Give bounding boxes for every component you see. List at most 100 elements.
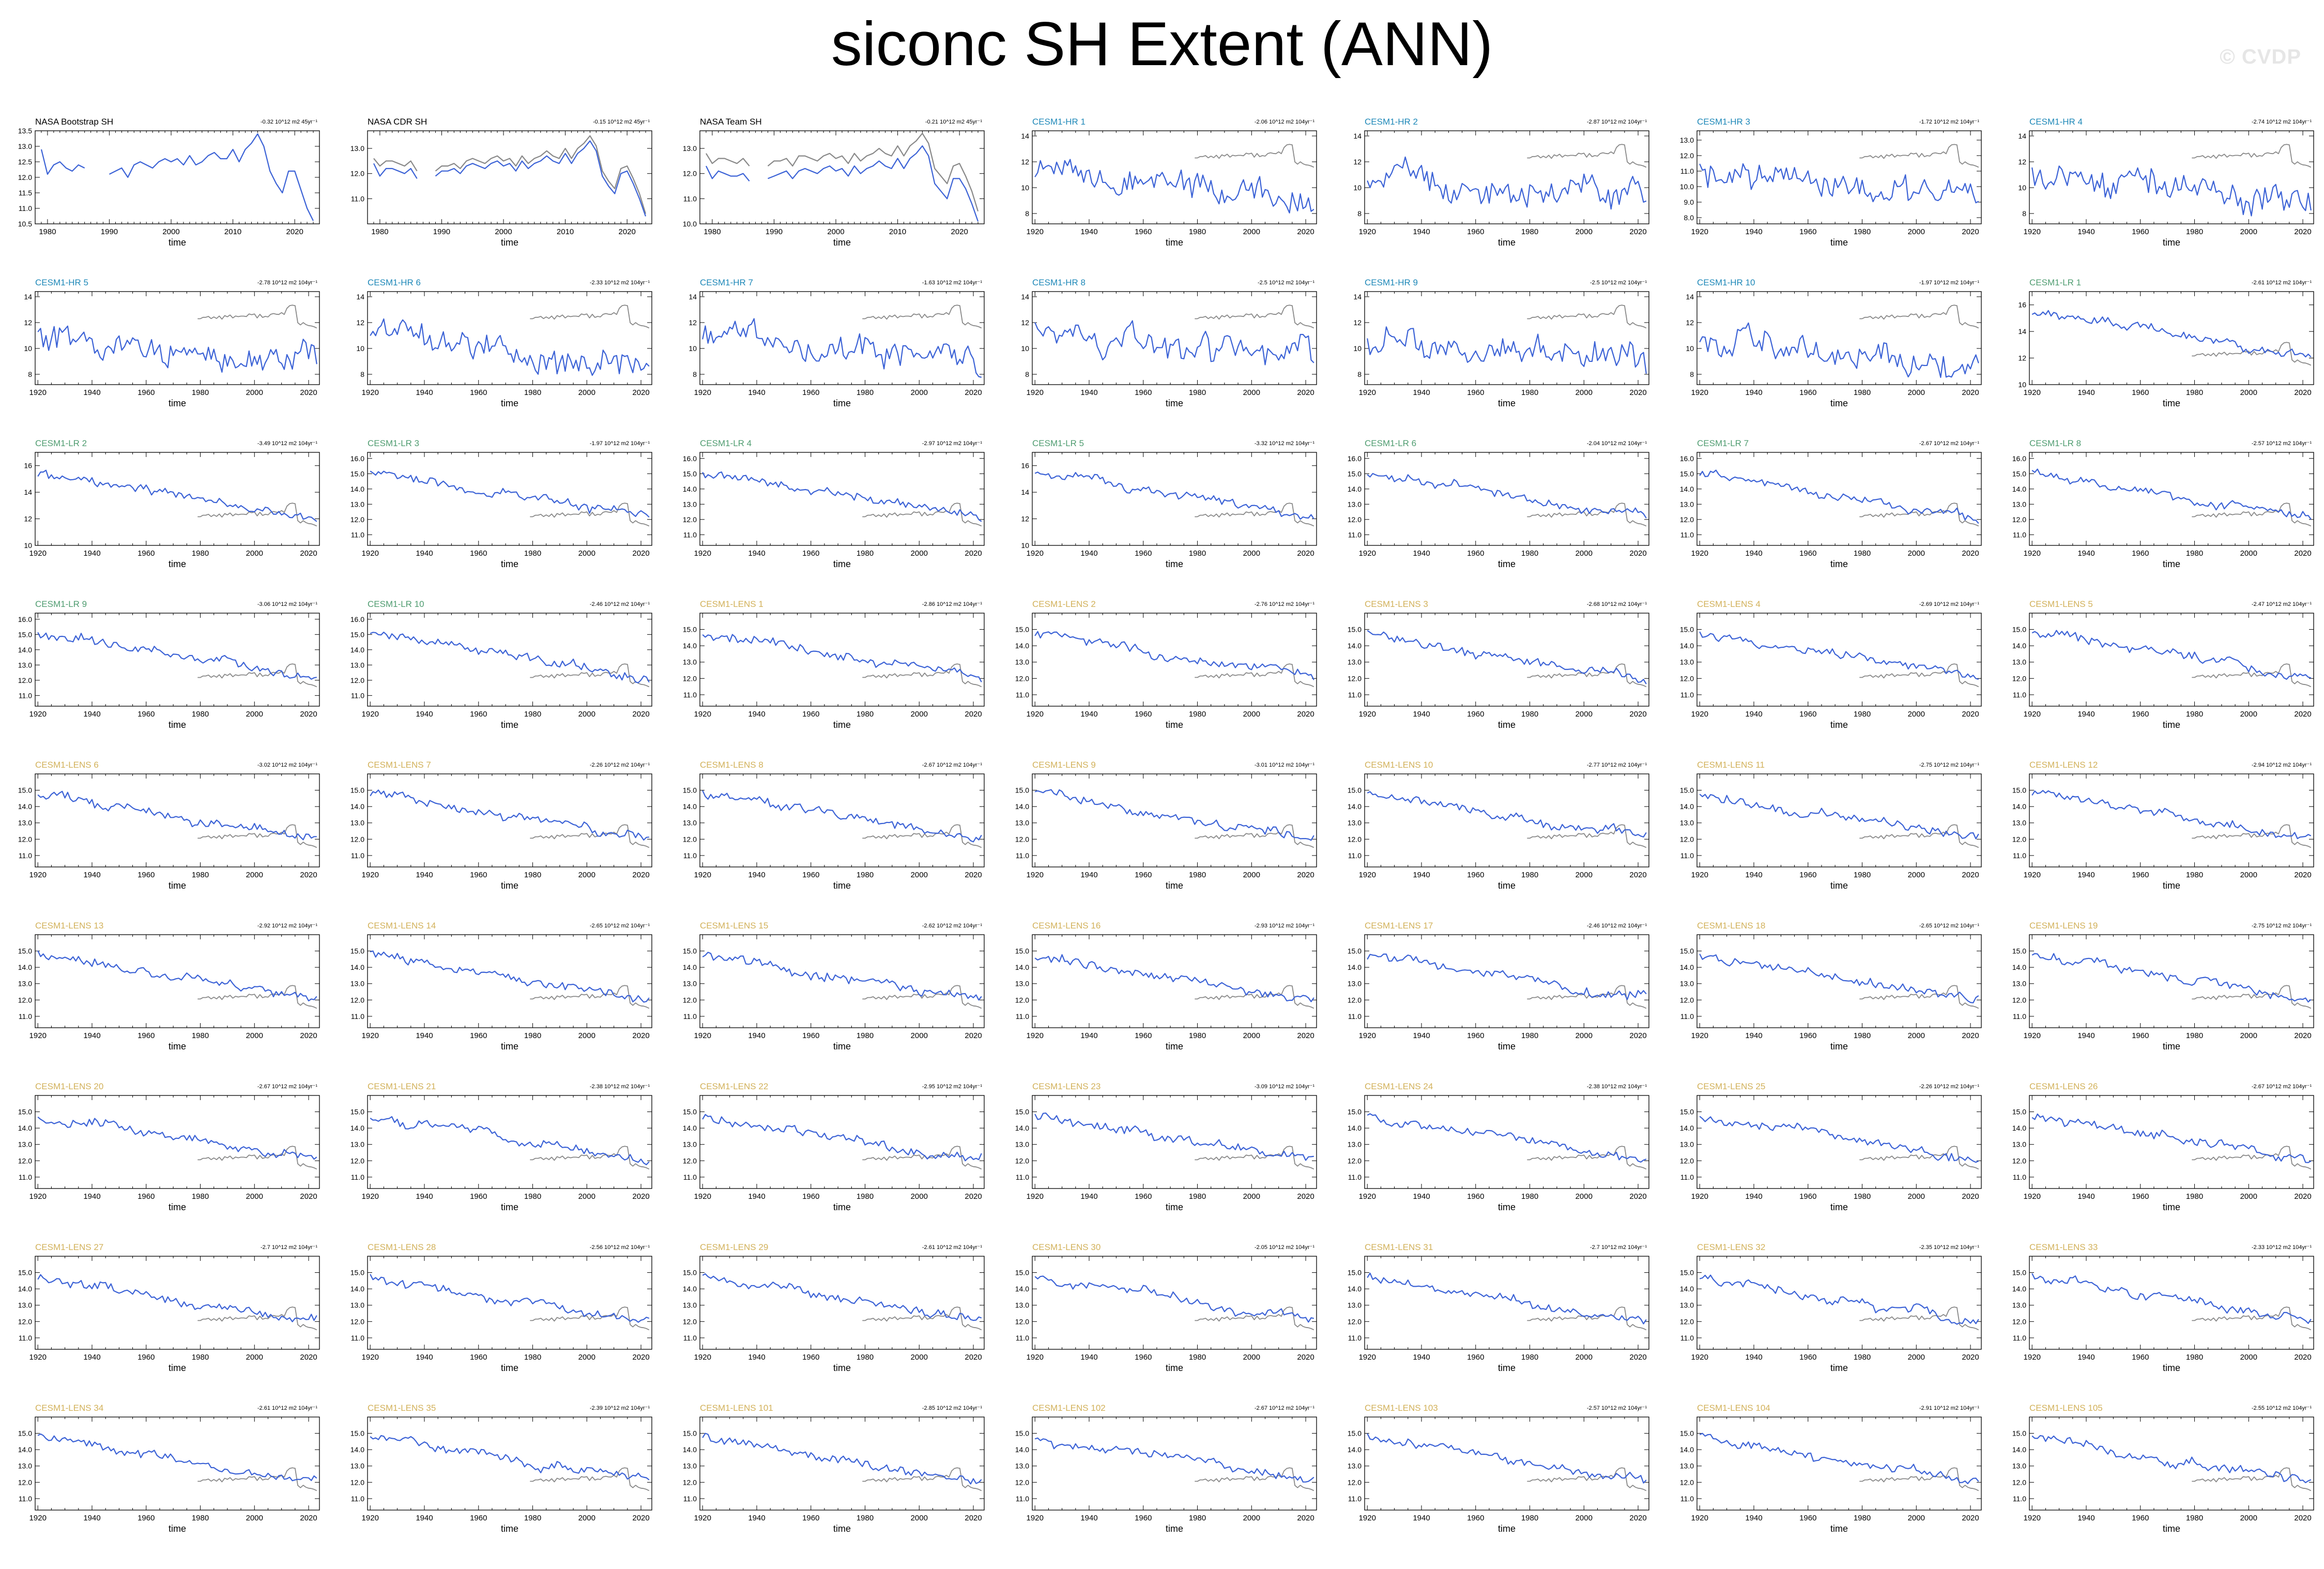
model-series-line: [2031, 630, 2312, 680]
y-tick-label: 14.0: [1680, 642, 1694, 650]
x-tick-label: 1940: [748, 1353, 765, 1362]
y-tick-label: 12.0: [18, 835, 32, 843]
obs-series-line: [1195, 502, 1314, 527]
model-series-line: [37, 790, 317, 841]
plot-frame: [35, 1416, 320, 1511]
y-tick-label: 11.0: [683, 530, 697, 539]
panel-title: CESM1-LR 2: [35, 438, 87, 448]
y-tick-label: 14.0: [1015, 802, 1029, 811]
y-tick-label: 12.0: [18, 173, 32, 181]
x-tick-label: 1960: [470, 871, 487, 879]
x-tick-label: 2000: [1908, 549, 1925, 558]
panel-title: CESM1-HR 3: [1697, 117, 1750, 127]
x-axis-label: time: [169, 1363, 186, 1373]
y-tick-label: 12: [2018, 354, 2026, 362]
model-series-line: [1699, 1116, 1979, 1163]
y-tick-label: 15.0: [1015, 1269, 1029, 1277]
x-tick-label: 1960: [2132, 1353, 2149, 1362]
panel-30: CESM1-LENS 7 -2.26 10^12 m2 104yr⁻¹ 1920 19…: [350, 760, 652, 891]
model-series-line: [2031, 310, 2312, 358]
x-axis-label: time: [169, 720, 186, 730]
model-series-line: [1034, 1113, 1314, 1161]
panel-45: CESM1-LENS 22 -2.95 10^12 m2 104yr⁻¹ 1920 1…: [683, 1081, 985, 1212]
x-tick-label: 1960: [802, 388, 819, 397]
plot-frame: [35, 1256, 320, 1350]
x-tick-label: 2000: [2240, 871, 2257, 879]
y-tick-label: 14.0: [1680, 485, 1694, 493]
panel-trend-label: -2.57 10^12 m2 104yr⁻¹: [2252, 440, 2312, 447]
x-tick-label: 2010: [557, 227, 574, 236]
x-tick-label: 2020: [1297, 549, 1314, 558]
panel-title: CESM1-LENS 101: [700, 1403, 773, 1413]
x-tick-label: 1960: [1135, 1514, 1152, 1522]
y-tick-label: 14.0: [1015, 1124, 1029, 1132]
x-tick-label: 2020: [1962, 1514, 1979, 1522]
y-tick-label: 13.0: [350, 1140, 364, 1149]
x-tick-label: 1980: [1854, 1353, 1871, 1362]
panel-54: CESM1-LENS 31 -2.7 10^12 m2 104yr⁻¹ 1920 19…: [1348, 1242, 1649, 1373]
panel-trend-label: -2.61 10^12 m2 104yr⁻¹: [922, 1244, 982, 1251]
x-axis-label: time: [169, 1041, 186, 1052]
obs-series-line: [530, 502, 650, 527]
x-tick-label: 1980: [1521, 1192, 1538, 1201]
panel-title: CESM1-HR 2: [1365, 117, 1418, 127]
y-tick-label: 12.0: [683, 1317, 697, 1326]
panel-title: CESM1-LR 4: [700, 438, 752, 448]
y-tick-label: 13.0: [2012, 1462, 2026, 1470]
panel-trend-label: -2.77 10^12 m2 104yr⁻¹: [1587, 762, 1647, 768]
x-tick-label: 1940: [748, 1192, 765, 1201]
x-tick-label: 1940: [83, 388, 100, 397]
y-tick-label: 10: [24, 344, 32, 353]
x-tick-label: 1990: [766, 227, 783, 236]
plot-frame: [1032, 452, 1317, 546]
panel-title: CESM1-LENS 103: [1365, 1403, 1438, 1413]
panel-16: CESM1-LR 3 -1.97 10^12 m2 104yr⁻¹ 1920 1940…: [350, 438, 652, 569]
y-tick-label: 13.0: [18, 980, 32, 988]
x-tick-label: 1940: [1080, 710, 1097, 719]
y-tick-label: 12.0: [1680, 1317, 1694, 1326]
x-axis-label: time: [1830, 1202, 1848, 1212]
y-tick-label: 14.0: [18, 1445, 32, 1454]
panel-trend-label: -2.67 10^12 m2 104yr⁻¹: [2252, 1084, 2312, 1090]
plot-frame: [1696, 773, 1982, 867]
x-tick-label: 1920: [2024, 549, 2041, 558]
panel-21: CESM1-LR 8 -2.57 10^12 m2 104yr⁻¹ 1920 1940…: [2012, 438, 2314, 569]
x-tick-label: 1920: [2024, 871, 2041, 879]
x-tick-label: 2000: [246, 1192, 263, 1201]
x-tick-label: 2020: [1629, 1514, 1646, 1522]
y-tick-label: 15.0: [350, 786, 364, 795]
panel-52: CESM1-LENS 29 -2.61 10^12 m2 104yr⁻¹ 1920 1…: [683, 1242, 985, 1373]
y-tick-label: 11.0: [19, 691, 32, 699]
y-tick-label: 12.0: [683, 170, 697, 178]
obs-series-line: [1859, 502, 1979, 527]
y-tick-label: 11.0: [1680, 1012, 1694, 1020]
y-tick-label: 13.0: [683, 144, 697, 153]
x-tick-label: 1940: [1413, 227, 1430, 236]
x-tick-label: 1980: [2186, 1192, 2203, 1201]
x-tick-label: 1960: [470, 549, 487, 558]
x-tick-label: 1980: [192, 549, 209, 558]
panel-10: CESM1-HR 7 -1.63 10^12 m2 104yr⁻¹ 1920 1940…: [689, 278, 985, 408]
panel-18: CESM1-LR 5 -3.32 10^12 m2 104yr⁻¹ 1920 1940…: [1021, 438, 1317, 569]
x-tick-label: 2020: [2294, 710, 2311, 719]
x-tick-label: 2000: [1576, 710, 1593, 719]
model-series-line: [702, 634, 982, 682]
x-tick-label: 1940: [2077, 710, 2094, 719]
y-tick-label: 12: [689, 318, 697, 327]
x-tick-label: 2020: [1962, 1031, 1979, 1040]
y-tick-label: 10: [356, 344, 364, 353]
x-axis-label: time: [2163, 880, 2180, 891]
x-tick-label: 1960: [470, 1353, 487, 1362]
model-series-line: [1367, 953, 1647, 1000]
panel-title: CESM1-LENS 15: [700, 921, 768, 931]
panel-title: CESM1-LENS 1: [700, 599, 763, 609]
x-tick-label: 2020: [965, 1192, 982, 1201]
model-series-line: [1367, 1433, 1647, 1484]
x-tick-label: 1920: [1027, 1192, 1044, 1201]
y-tick-label: 14.0: [2012, 802, 2026, 811]
panel-trend-label: -2.76 10^12 m2 104yr⁻¹: [1255, 601, 1314, 607]
panel-title: CESM1-LENS 10: [1365, 760, 1433, 770]
y-tick-label: 16.0: [1680, 454, 1694, 463]
x-tick-label: 1920: [1359, 710, 1376, 719]
y-tick-label: 15.0: [1015, 786, 1029, 795]
